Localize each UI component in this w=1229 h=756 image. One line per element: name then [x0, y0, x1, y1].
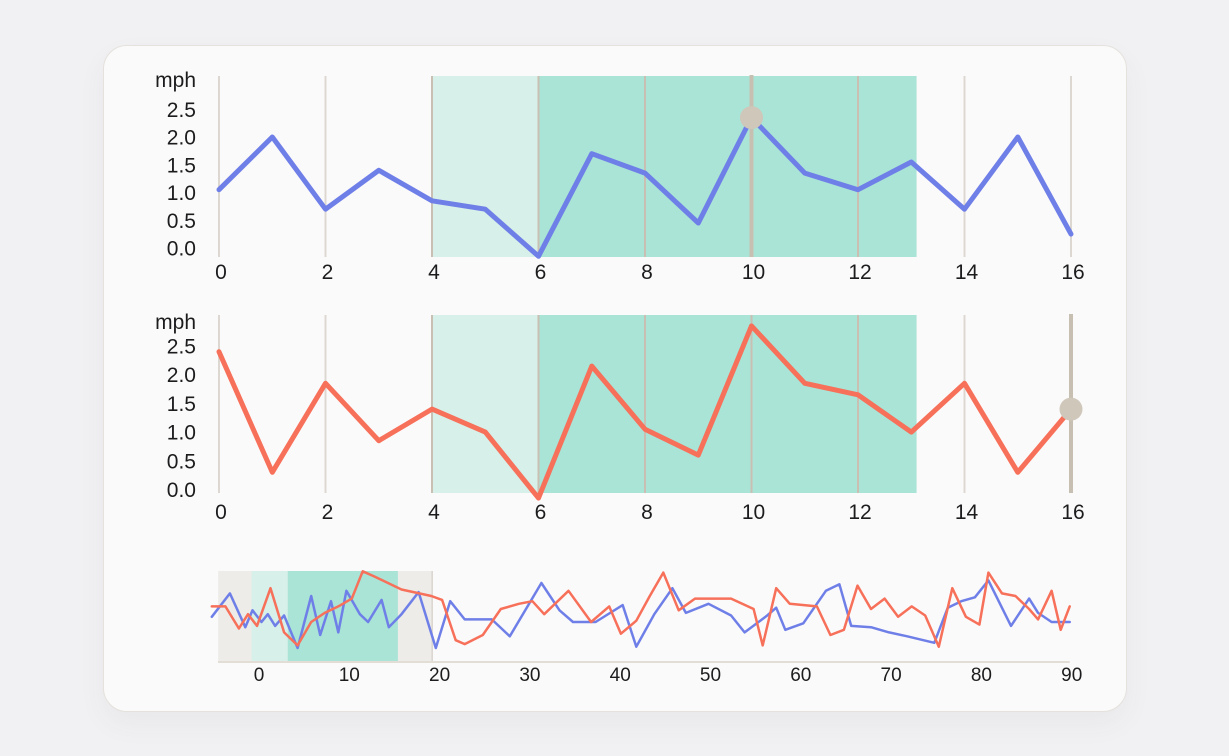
x-tick-label: 2	[322, 261, 334, 284]
y-tick-label: 1.0	[167, 422, 196, 445]
overview-chart[interactable]: 0 10 20 30 40 50 60 70 80 90	[210, 570, 1082, 686]
y-tick-label: 0.0	[167, 238, 196, 261]
y-tick-label: 0.5	[167, 210, 196, 233]
y-tick-label: 0.5	[167, 450, 196, 473]
y-tick-label: 1.5	[167, 154, 196, 177]
y-tick-label: 1.0	[167, 182, 196, 205]
series-line-orange-speed	[216, 323, 1074, 501]
x-tick-label: 0	[215, 501, 227, 524]
y-tick-label: 0.0	[167, 479, 196, 502]
x-tick-label: 8	[641, 261, 653, 284]
region-selection-light	[432, 315, 539, 493]
x-tick-label: 14	[955, 261, 979, 284]
x-tick-label: 10	[742, 261, 765, 284]
x-tick-label: 12	[848, 501, 871, 524]
y-tick-label: 2.0	[167, 127, 196, 150]
region-selection-dark	[538, 315, 917, 493]
hover-marker	[1059, 397, 1083, 421]
x-tick-label: 90	[1061, 665, 1082, 686]
region-selection-dark	[287, 571, 398, 661]
x-tick-label: 4	[428, 261, 440, 284]
speed-chart-middle[interactable]: mph 0.0 0.5 1.0 1.5 2.0 2.5 0 2 4 6 8 10 12 14 16	[155, 311, 1085, 524]
x-tick-label: 80	[971, 665, 992, 686]
y-tick-label: 2.0	[167, 364, 196, 387]
x-tick-label: 2	[322, 501, 334, 524]
x-tick-label: 16	[1061, 261, 1084, 284]
x-tick-label: 12	[848, 261, 871, 284]
x-tick-label: 0	[254, 665, 265, 686]
x-tick-label: 50	[700, 665, 721, 686]
x-tick-label: 8	[641, 501, 653, 524]
x-tick-label: 40	[610, 665, 631, 686]
x-tick-label: 6	[535, 501, 547, 524]
speed-chart-top[interactable]: mph 0.0 0.5 1.0 1.5 2.0 2.5 0 2 4 6 8 10 12 14 16	[155, 69, 1085, 284]
series-line-orange-speed-overview	[210, 570, 1071, 648]
y-tick-label: 1.5	[167, 393, 196, 416]
x-tick-label: 10	[339, 665, 360, 686]
x-tick-label: 10	[742, 501, 765, 524]
x-tick-label: 16	[1061, 501, 1084, 524]
x-tick-label: 20	[429, 665, 450, 686]
y-tick-label: 2.5	[167, 99, 196, 122]
region-selection-light	[432, 76, 539, 257]
x-tick-label: 70	[881, 665, 902, 686]
x-tick-label: 6	[535, 261, 547, 284]
y-axis-unit-label: mph	[155, 311, 196, 334]
x-tick-label: 60	[790, 665, 811, 686]
series-line-blue-speed	[216, 115, 1074, 259]
x-tick-label: 0	[215, 261, 227, 284]
hover-marker	[740, 106, 763, 130]
series-line-blue-speed-overview	[210, 579, 1071, 650]
y-tick-label: 2.5	[167, 336, 196, 359]
x-tick-label: 14	[955, 501, 979, 524]
y-axis-unit-label: mph	[155, 69, 196, 92]
x-tick-label: 4	[428, 501, 440, 524]
x-tick-label: 30	[519, 665, 540, 686]
